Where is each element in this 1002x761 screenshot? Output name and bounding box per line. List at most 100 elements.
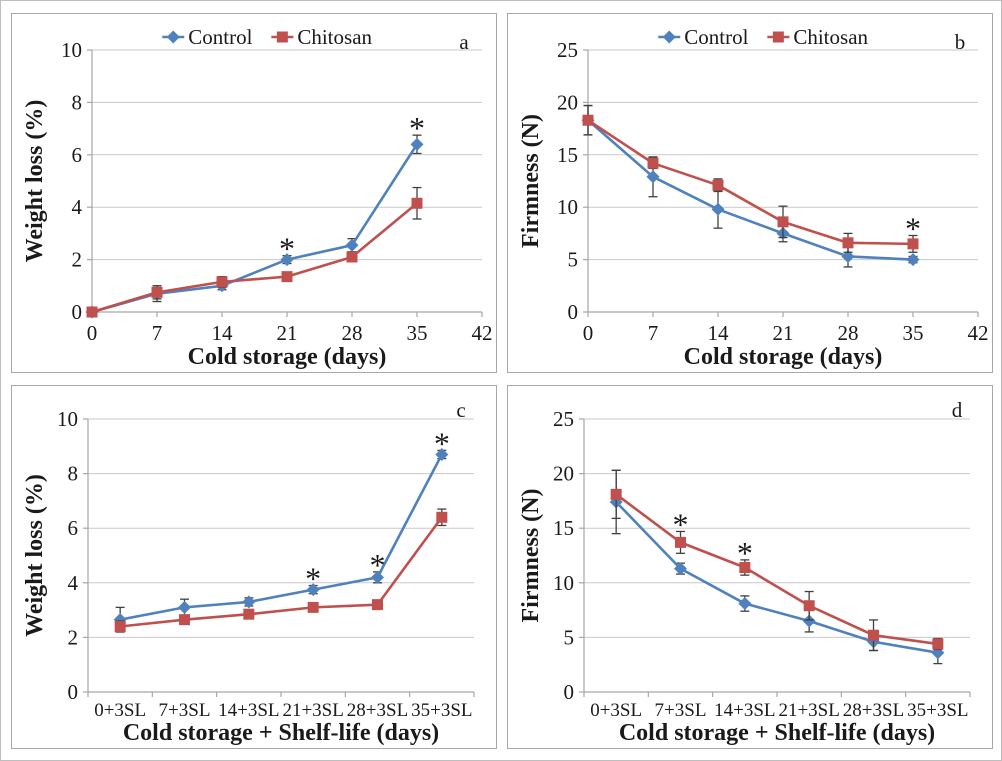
- y-axis-title: Firmness (N): [518, 489, 544, 623]
- diamond-marker: [178, 600, 191, 614]
- diamond-marker: [242, 595, 256, 609]
- xtick-label-21: 21: [277, 321, 298, 345]
- xtick-label-35: 35: [903, 321, 924, 345]
- square-marker: [868, 629, 879, 641]
- xtick-label-42: 42: [968, 321, 989, 345]
- xtick-label-0: 0: [583, 321, 594, 345]
- ytick-label-2: 2: [68, 625, 79, 649]
- legend-label: Control: [684, 25, 748, 49]
- legend-square-icon: [276, 31, 288, 43]
- square-marker: [411, 197, 423, 209]
- xtick-label-28+3SL: 28+3SL: [347, 700, 408, 721]
- diamond-marker: [280, 253, 294, 267]
- series-line-control: [119, 453, 443, 621]
- significance-asterisk: *: [279, 231, 295, 267]
- square-marker: [803, 600, 815, 612]
- legend-diamond-icon: [662, 30, 676, 44]
- significance-asterisk: *: [737, 535, 753, 571]
- legend: Control Chitosan: [162, 25, 373, 49]
- xtick-label-7+3SL: 7+3SL: [655, 700, 707, 721]
- series-chitosan: [114, 508, 448, 633]
- square-marker: [436, 511, 448, 523]
- diamond-marker: [435, 447, 449, 461]
- significance-asterisk: *: [905, 210, 921, 246]
- xtick-label-21: 21: [773, 321, 794, 345]
- series-control: [85, 134, 424, 319]
- ytick-label-20: 20: [553, 462, 574, 486]
- panel-a: 0 2 4 6 8 10 0 7 14 21 28 35 42 * * Control Chitosan a Wei…: [11, 13, 497, 373]
- xtick-label-14: 14: [212, 321, 234, 345]
- y-axis-title: Firmness (N): [518, 114, 544, 248]
- ytick-label-10: 10: [61, 38, 82, 62]
- series-line-control: [615, 501, 939, 654]
- square-marker: [216, 276, 228, 288]
- ytick-label-8: 8: [68, 462, 79, 486]
- legend: Control Chitosan: [658, 25, 869, 49]
- legend-item-chitosan: Chitosan: [271, 25, 373, 49]
- diamond-marker: [674, 562, 687, 576]
- ytick-label-5: 5: [568, 248, 579, 272]
- ytick-label-6: 6: [68, 516, 79, 540]
- series-control: [609, 469, 945, 665]
- square-marker: [712, 179, 724, 191]
- xtick-label-28+3SL: 28+3SL: [843, 700, 904, 721]
- xtick-label-21+3SL: 21+3SL: [778, 700, 839, 721]
- panel-d: 0 5 10 15 20 25 0+3SL 7+3SL 14+3SL 21+3SL 28+3SL 35…: [507, 385, 993, 749]
- xtick-label-35: 35: [407, 321, 428, 345]
- series-control: [113, 447, 449, 633]
- chart-b-firmness-cold-storage: 0 5 10 15 20 25 0 7 14 21 28 35 42 * Control Chitosan b F…: [518, 25, 989, 370]
- series-chitosan: [86, 186, 423, 318]
- square-marker: [179, 614, 190, 626]
- legend-item-chitosan: Chitosan: [767, 25, 869, 49]
- diamond-marker: [113, 613, 127, 627]
- ytick-label-25: 25: [553, 407, 574, 431]
- significance-asterisk: *: [673, 506, 689, 542]
- series-line-control: [91, 143, 419, 314]
- xtick-label-0+3SL: 0+3SL: [590, 700, 642, 721]
- legend-diamond-icon: [166, 30, 180, 44]
- square-marker: [582, 114, 594, 126]
- diamond-marker: [802, 614, 816, 628]
- series-line-chitosan: [91, 202, 418, 314]
- xtick-label-42: 42: [472, 321, 493, 345]
- series-chitosan: [582, 104, 919, 253]
- ytick-label-15: 15: [553, 516, 574, 540]
- xtick-label-0+3SL: 0+3SL: [94, 700, 146, 721]
- panel-letter: b: [955, 30, 966, 54]
- x-axis-title: Cold storage + Shelf-life (days): [123, 720, 439, 746]
- ytick-label-0: 0: [72, 300, 83, 324]
- xtick-label-14+3SL: 14+3SL: [714, 700, 775, 721]
- xtick-label-14: 14: [708, 321, 730, 345]
- panel-c: 0 2 4 6 8 10 0+3SL 7+3SL 14+3SL 21+3SL 28+3SL 35+3S…: [11, 385, 497, 749]
- xtick-label-14+3SL: 14+3SL: [218, 700, 279, 721]
- square-marker: [307, 601, 319, 613]
- ytick-label-4: 4: [72, 195, 83, 219]
- diamond-marker: [738, 597, 752, 611]
- square-marker: [647, 157, 659, 169]
- square-marker: [372, 599, 383, 611]
- ytick-label-20: 20: [557, 90, 578, 114]
- diamond-marker: [841, 249, 855, 263]
- square-marker: [675, 536, 686, 548]
- square-marker: [777, 216, 789, 228]
- ytick-label-0: 0: [68, 680, 79, 704]
- series-line-control: [587, 119, 914, 261]
- square-marker: [842, 237, 854, 249]
- xtick-label-28: 28: [838, 321, 859, 345]
- square-marker: [243, 608, 255, 620]
- xtick-label-21+3SL: 21+3SL: [282, 700, 343, 721]
- significance-asterisk: *: [305, 561, 321, 597]
- ytick-label-4: 4: [68, 571, 79, 595]
- panel-b: 0 5 10 15 20 25 0 7 14 21 28 35 42 * Control Chitosan b F…: [507, 13, 993, 373]
- xtick-label-7: 7: [648, 321, 659, 345]
- panel-letter: d: [952, 398, 963, 422]
- ytick-label-10: 10: [57, 407, 78, 431]
- diamond-marker: [711, 202, 725, 216]
- square-marker: [114, 620, 126, 632]
- significance-asterisk: *: [409, 110, 425, 146]
- legend-label: Chitosan: [793, 25, 868, 49]
- xtick-label-28: 28: [342, 321, 363, 345]
- chart-c-weight-loss-shelf-life: 0 2 4 6 8 10 0+3SL 7+3SL 14+3SL 21+3SL 28+3SL 35+3S…: [22, 398, 475, 746]
- diamond-marker: [410, 137, 424, 151]
